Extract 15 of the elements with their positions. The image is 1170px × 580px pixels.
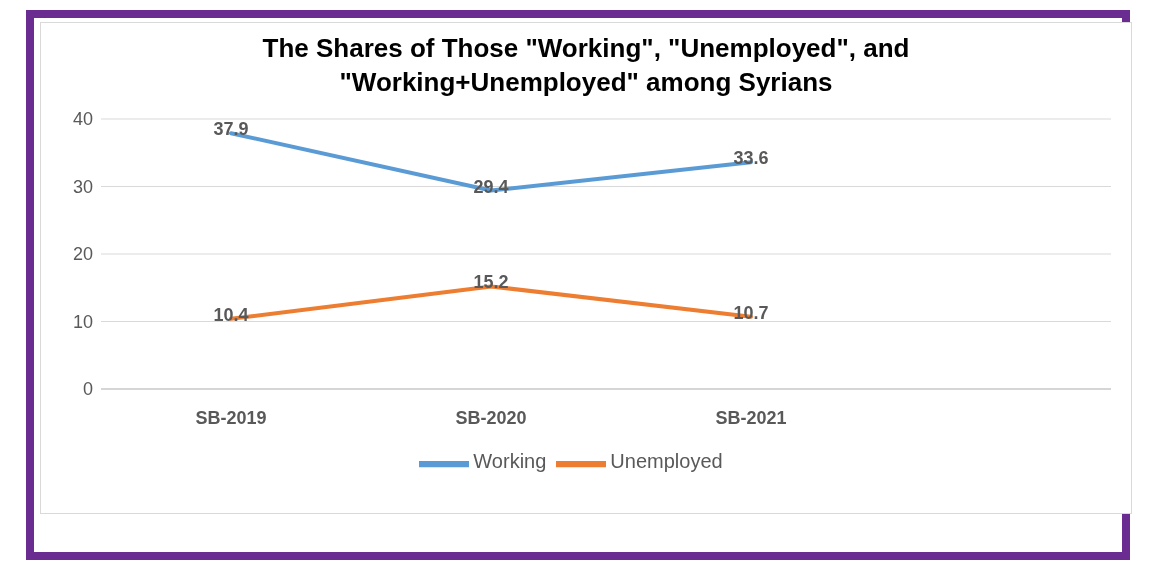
x-tick-label: SB-2019 — [195, 407, 267, 428]
y-tick-label: 10 — [72, 311, 93, 332]
y-tick-label: 20 — [72, 244, 93, 265]
data-label: 37.9 — [213, 119, 249, 140]
y-tick-label: 40 — [72, 109, 93, 130]
x-tick-label: SB-2021 — [715, 407, 787, 428]
data-label: 10.7 — [733, 302, 769, 323]
y-tick-label: 30 — [72, 176, 93, 197]
data-label: 10.4 — [213, 304, 249, 325]
y-tick-label: 0 — [82, 379, 93, 400]
data-label: 33.6 — [733, 148, 769, 169]
x-tick-label: SB-2020 — [455, 407, 527, 428]
legend-label: Working — [473, 450, 547, 473]
legend-label: Unemployed — [610, 450, 723, 473]
chart-title: The Shares of Those "Working", "Unemployed", and "Working+Unemployed" among Syrians — [261, 32, 911, 99]
